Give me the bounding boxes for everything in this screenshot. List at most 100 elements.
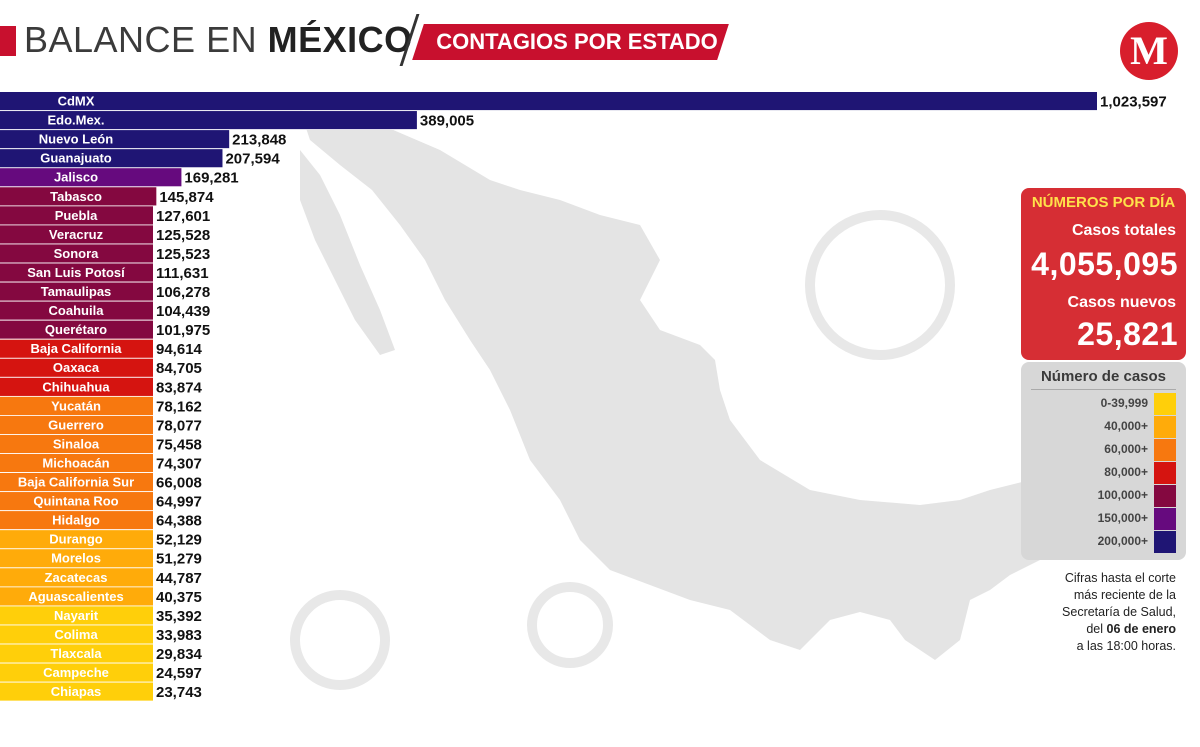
bar xyxy=(0,320,153,339)
baja-california-silhouette xyxy=(300,150,395,355)
bar xyxy=(0,568,153,587)
bar-category-label: Aguascalientes xyxy=(28,589,123,604)
bar xyxy=(0,492,153,511)
bar-value-label: 75,458 xyxy=(156,436,202,453)
legend-swatch xyxy=(1154,439,1176,461)
bar-value-label: 78,162 xyxy=(156,398,202,415)
bar xyxy=(0,339,153,358)
legend-swatch xyxy=(1154,485,1176,507)
header-tag: CONTAGIOS POR ESTADO xyxy=(436,29,718,54)
bar xyxy=(0,415,153,435)
bar xyxy=(0,282,153,301)
bar-category-label: CdMX xyxy=(58,94,95,109)
bar-category-label: Veracruz xyxy=(49,227,104,242)
bar xyxy=(0,396,153,415)
bar-category-label: Nayarit xyxy=(54,608,99,623)
bar-value-label: 106,278 xyxy=(156,284,210,301)
bar-category-label: Jalisco xyxy=(54,170,98,185)
bar-value-label: 44,787 xyxy=(156,570,202,587)
bar xyxy=(0,111,417,130)
bar-category-label: Guanajuato xyxy=(40,151,112,166)
new-cases-value: 25,821 xyxy=(1077,316,1178,352)
legend-item: 0-39,999 xyxy=(1031,393,1178,415)
legend-item: 100,000+ xyxy=(1031,485,1178,507)
bar-category-label: Tlaxcala xyxy=(50,646,102,661)
bar-category-label: San Luis Potosí xyxy=(27,265,125,280)
bar xyxy=(0,434,153,454)
legend: Número de casos 0-39,999 40,000+ 60,000+… xyxy=(1021,362,1186,560)
bar-value-label: 64,997 xyxy=(156,494,202,511)
legend-item: 80,000+ xyxy=(1031,462,1178,484)
bar xyxy=(0,263,153,282)
bar-category-label: Durango xyxy=(49,532,103,547)
legend-item-label: 0-39,999 xyxy=(1100,396,1148,410)
bar-value-label: 78,077 xyxy=(156,417,202,434)
bar xyxy=(0,149,223,168)
bar xyxy=(0,377,153,396)
bar-value-label: 29,834 xyxy=(156,646,203,663)
bar-category-label: Baja California Sur xyxy=(18,475,134,490)
legend-item: 200,000+ xyxy=(1031,531,1178,553)
bar-category-label: Sinaloa xyxy=(53,436,100,451)
bar-value-label: 51,279 xyxy=(156,551,202,568)
bar-category-label: Quintana Roo xyxy=(33,494,118,509)
legend-swatch xyxy=(1154,462,1176,484)
legend-item-label: 150,000+ xyxy=(1097,511,1148,525)
bar xyxy=(0,682,153,701)
note-line: del 06 de enero xyxy=(1010,621,1176,638)
bar xyxy=(0,663,153,682)
header: BALANCE EN MÉXICO CONTAGIOS POR ESTADO M xyxy=(0,0,1200,80)
bar xyxy=(0,644,153,663)
bar-category-label: Edo.Mex. xyxy=(47,113,104,128)
note-line: a las 18:00 horas. xyxy=(1076,639,1176,653)
bar-category-label: Nuevo León xyxy=(39,132,113,147)
note-line: más reciente de la xyxy=(1073,588,1176,602)
bar xyxy=(0,244,153,263)
bar xyxy=(0,358,153,377)
bar-category-label: Yucatán xyxy=(51,398,101,413)
bar xyxy=(0,92,1097,111)
bar xyxy=(0,587,153,606)
legend-item-label: 40,000+ xyxy=(1104,419,1148,433)
legend-swatch xyxy=(1154,508,1176,530)
bar-category-label: Zacatecas xyxy=(45,570,108,585)
bar xyxy=(0,511,153,530)
bar-value-label: 125,523 xyxy=(156,246,210,263)
bar xyxy=(0,301,153,320)
bar-category-label: Puebla xyxy=(55,208,98,223)
bar-category-label: Hidalgo xyxy=(52,513,100,528)
bar-value-label: 111,631 xyxy=(156,265,209,282)
bar-category-label: Baja California xyxy=(30,341,122,356)
bar xyxy=(0,187,157,206)
bar-category-label: Tamaulipas xyxy=(41,284,112,299)
bar-value-label: 101,975 xyxy=(156,322,210,339)
virus-watermark xyxy=(290,210,955,690)
bar-category-label: Coahuila xyxy=(49,303,105,318)
bar-value-label: 207,594 xyxy=(225,151,280,168)
bar-category-label: Chiapas xyxy=(51,684,102,699)
legend-divider xyxy=(1031,389,1176,390)
bar-value-label: 33,983 xyxy=(156,627,202,644)
mexico-map-silhouette xyxy=(300,110,1060,660)
bar-value-label: 213,848 xyxy=(232,132,286,149)
legend-item: 40,000+ xyxy=(1031,416,1178,438)
bar-value-label: 35,392 xyxy=(156,608,202,625)
title-light: BALANCE EN xyxy=(24,19,268,60)
legend-swatch xyxy=(1154,393,1176,415)
legend-item-label: 100,000+ xyxy=(1097,488,1148,502)
title-bold: MÉXICO xyxy=(267,19,413,60)
total-cases-value: 4,055,095 xyxy=(1031,246,1178,282)
legend-swatch xyxy=(1154,531,1176,553)
bar xyxy=(0,130,230,149)
bar xyxy=(0,625,153,644)
bar-value-label: 83,874 xyxy=(156,379,203,396)
bar-value-label: 66,008 xyxy=(156,475,202,492)
bar-value-label: 104,439 xyxy=(156,303,210,320)
bar-category-label: Colima xyxy=(54,627,98,642)
new-cases-label: Casos nuevos xyxy=(1067,294,1176,311)
bar-category-label: Chihuahua xyxy=(42,379,110,394)
bar-category-label: Michoacán xyxy=(42,455,109,470)
bar-value-label: 1,023,597 xyxy=(1100,94,1167,111)
